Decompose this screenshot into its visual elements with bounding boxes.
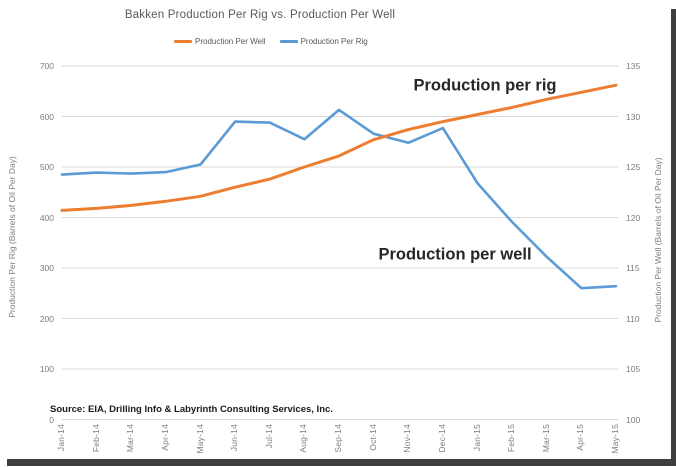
- y-axis-tick-left: 100: [39, 364, 54, 374]
- y-axis-tick-right: 125: [626, 162, 641, 172]
- chart-frame: Bakken Production Per Rig vs. Production…: [7, 9, 663, 454]
- chart-title: Bakken Production Per Rig vs. Production…: [124, 9, 396, 21]
- x-axis-tick: Oct-14: [367, 424, 378, 451]
- x-axis-tick: Nov-14: [402, 424, 413, 453]
- legend-swatch-blue-line: [279, 40, 298, 43]
- x-axis-tick: Jul-14: [263, 424, 274, 449]
- y-axis-tick-left: 500: [39, 162, 54, 172]
- y-axis-tick-right: 135: [626, 61, 641, 71]
- x-axis-tick: Jan-15: [471, 424, 482, 452]
- x-axis-tick: May-15: [610, 424, 620, 454]
- x-axis-tick: Apr-15: [575, 424, 586, 451]
- y-axis-tick-right: 100: [626, 414, 641, 425]
- left-axis-title: Production Per Rig (Barrels of Oil Per D…: [7, 156, 17, 318]
- series-line-production-per-rig: [60, 108, 618, 290]
- y-axis-tick-left: 700: [39, 61, 54, 71]
- x-axis-tick: Mar-14: [125, 424, 136, 453]
- source-note: Source: EIA, Drilling Info & Labyrinth C…: [50, 404, 333, 415]
- y-axis-tick-right: 105: [626, 364, 641, 374]
- y-axis-tick-right: 130: [626, 111, 641, 122]
- legend-label: Production Per Well: [195, 37, 266, 46]
- right-axis-title: Production Per Well (Barrels of Oil Per …: [653, 157, 663, 323]
- annotation-production-per-rig: Production per rig: [413, 76, 557, 95]
- x-axis-tick: Aug-14: [298, 424, 309, 453]
- legend-swatch-orange-line: [174, 40, 192, 43]
- y-axis-tick-right: 110: [626, 313, 640, 324]
- legend: Production Per Well Production Per Rig: [174, 37, 368, 46]
- y-axis-tick-left: 200: [39, 313, 54, 324]
- legend-label: Production Per Rig: [300, 37, 368, 46]
- plot-area: [60, 65, 618, 420]
- annotation-production-per-well: Production per well: [378, 245, 532, 264]
- y-axis-tick-right: 115: [626, 263, 640, 273]
- y-axis-tick-left: 300: [39, 263, 54, 273]
- series-line-production-per-well: [60, 83, 618, 212]
- y-axis-tick-left: 400: [39, 212, 54, 223]
- x-axis-tick: Mar-15: [540, 424, 551, 453]
- x-axis-tick: Feb-15: [506, 424, 517, 453]
- x-axis-tick: Dec-14: [436, 424, 447, 453]
- x-axis-tick: Feb-14: [90, 424, 101, 453]
- legend-item-production-per-well: Production Per Well: [174, 37, 266, 46]
- y-axis-tick-right: 120: [626, 212, 641, 223]
- x-axis-tick: May-14: [194, 424, 205, 454]
- legend-item-production-per-rig: Production Per Rig: [279, 37, 368, 46]
- y-axis-tick-left: 0: [49, 414, 54, 425]
- y-axis-tick-left: 600: [39, 111, 54, 122]
- x-axis-tick: Sep-14: [333, 424, 343, 453]
- x-axis-tick: Jun-14: [229, 424, 240, 452]
- x-axis-tick: Jan-14: [56, 424, 66, 452]
- x-axis-tick: Apr-14: [159, 424, 170, 451]
